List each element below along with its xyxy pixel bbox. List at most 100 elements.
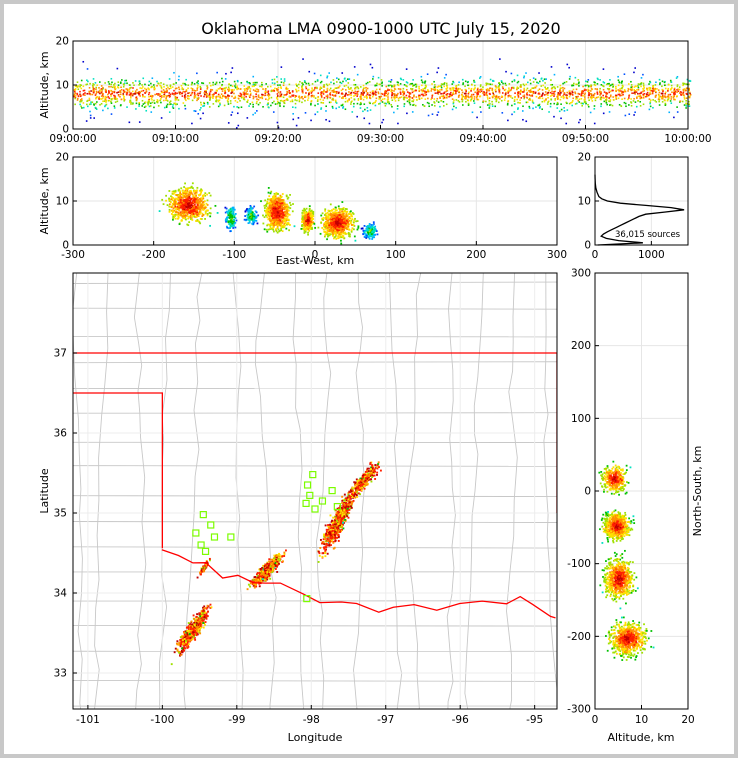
source-point <box>380 92 383 95</box>
source-point <box>159 93 162 95</box>
source-point <box>310 227 313 230</box>
source-point <box>431 95 434 97</box>
source-point <box>247 212 250 214</box>
source-point <box>406 91 409 93</box>
source-point <box>362 90 365 93</box>
source-point <box>201 198 204 201</box>
source-point <box>173 199 176 202</box>
source-point <box>528 90 530 92</box>
source-point <box>168 111 171 113</box>
source-point <box>633 71 635 74</box>
source-point <box>668 97 670 99</box>
source-point <box>452 88 454 91</box>
source-point <box>458 90 460 93</box>
source-point <box>450 91 452 94</box>
source-point <box>652 88 655 91</box>
source-point <box>176 92 178 95</box>
source-point <box>332 79 335 81</box>
source-point <box>508 87 510 89</box>
source-point <box>581 92 584 94</box>
source-point <box>397 97 400 100</box>
source-point <box>270 104 272 107</box>
source-point <box>602 85 605 88</box>
source-point <box>270 200 273 203</box>
source-point <box>230 212 233 215</box>
source-point <box>307 219 310 222</box>
source-point <box>502 87 504 90</box>
source-point <box>393 111 395 114</box>
source-point <box>639 97 642 100</box>
source-point <box>676 75 679 78</box>
source-point <box>304 218 307 221</box>
source-point <box>221 80 224 83</box>
source-point <box>488 97 491 99</box>
source-point <box>85 120 88 122</box>
source-point <box>532 102 535 104</box>
source-point <box>317 98 319 101</box>
source-point <box>667 95 670 98</box>
source-point <box>277 216 280 219</box>
source-point <box>240 96 243 99</box>
source-point <box>147 93 150 96</box>
source-point <box>486 88 489 90</box>
source-point <box>440 95 443 98</box>
source-point <box>539 105 541 108</box>
source-point <box>563 110 566 112</box>
source-point <box>571 104 574 107</box>
source-point <box>202 204 204 207</box>
source-point <box>183 195 186 198</box>
source-point <box>605 101 608 103</box>
source-point <box>99 92 101 95</box>
source-point <box>350 101 353 103</box>
source-point <box>183 204 186 207</box>
source-point <box>486 89 488 92</box>
source-point <box>383 102 386 105</box>
source-point <box>433 98 436 100</box>
source-point <box>202 203 204 206</box>
source-point <box>340 104 343 107</box>
source-point <box>559 84 562 87</box>
source-point <box>593 92 596 95</box>
source-point <box>333 82 335 85</box>
source-point <box>267 218 270 221</box>
source-point <box>188 186 191 189</box>
source-point <box>280 200 283 203</box>
source-point <box>273 198 276 200</box>
source-point <box>182 82 184 85</box>
source-point <box>553 95 555 97</box>
source-point <box>268 212 270 215</box>
source-point <box>348 93 350 96</box>
source-point <box>149 105 152 107</box>
source-point <box>685 97 688 99</box>
source-point <box>104 95 107 98</box>
source-point <box>569 75 571 78</box>
source-point <box>201 201 204 204</box>
source-point <box>413 103 415 106</box>
source-point <box>371 66 374 69</box>
source-point <box>434 89 436 91</box>
source-point <box>248 219 251 221</box>
source-point <box>196 84 199 87</box>
source-point <box>236 80 239 83</box>
source-point <box>485 82 488 85</box>
source-point <box>249 88 252 90</box>
source-point <box>635 105 638 108</box>
source-point <box>205 94 208 97</box>
source-point <box>572 97 574 100</box>
source-point <box>249 215 252 218</box>
source-point <box>539 97 541 100</box>
source-point <box>107 96 110 98</box>
source-point <box>157 100 159 102</box>
source-point <box>202 82 205 85</box>
source-point <box>345 92 347 95</box>
source-point <box>237 94 240 97</box>
source-point <box>161 198 164 201</box>
source-point <box>319 88 321 91</box>
source-point <box>356 95 359 97</box>
source-point <box>582 102 584 105</box>
source-point <box>409 92 412 95</box>
source-point <box>473 88 475 91</box>
source-point <box>197 92 199 95</box>
source-point <box>138 93 140 96</box>
source-point <box>658 97 660 100</box>
